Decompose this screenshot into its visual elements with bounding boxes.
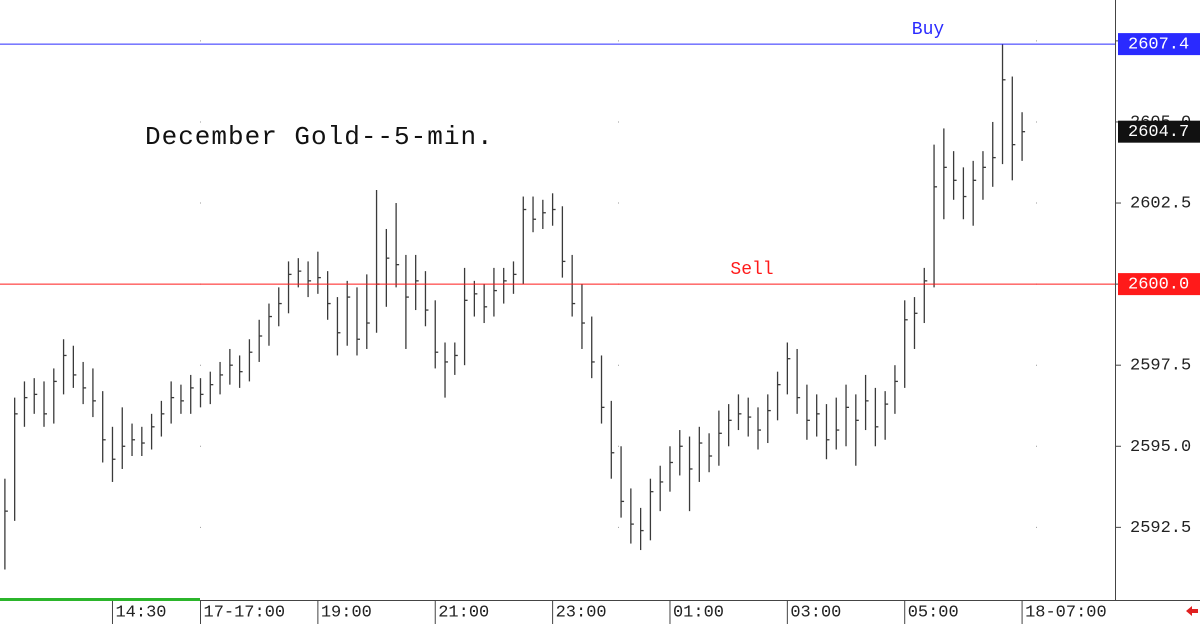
x-tick-label: 23:00 xyxy=(556,603,607,622)
x-tick-label: 01:00 xyxy=(673,603,724,622)
session-bar xyxy=(0,598,200,601)
x-tick-label: 19:00 xyxy=(321,603,372,622)
y-tick-label: 2595.0 xyxy=(1130,438,1191,457)
x-tick-label: 18-07:00 xyxy=(1025,603,1107,622)
last-price-box xyxy=(1118,120,1200,143)
level-price-label: 2607.4 xyxy=(1128,36,1189,55)
bars xyxy=(4,44,1026,570)
chart-title: December Gold--5-min. xyxy=(145,122,494,152)
scroll-arrow xyxy=(1186,606,1198,616)
level-name: Sell xyxy=(730,260,773,280)
level-name: Buy xyxy=(912,20,945,40)
x-tick-label: 03:00 xyxy=(790,603,841,622)
x-tick-label: 21:00 xyxy=(438,603,489,622)
x-tick-label: 05:00 xyxy=(908,603,959,622)
levels: Buy 2607.4 Sell 2600.0 2604.7 xyxy=(0,20,1200,296)
y-tick-label: 2597.5 xyxy=(1130,357,1191,376)
x-tick-label: 14:30 xyxy=(115,603,166,622)
level-price-box xyxy=(1118,33,1200,56)
y-tick-label: 2592.5 xyxy=(1130,519,1191,538)
y-tick-label: 2602.5 xyxy=(1130,195,1191,214)
last-price-label: 2604.7 xyxy=(1128,123,1189,142)
level-price-label: 2600.0 xyxy=(1128,276,1189,295)
x-tick-label: 17-17:00 xyxy=(204,603,286,622)
level-price-box xyxy=(1118,273,1200,296)
